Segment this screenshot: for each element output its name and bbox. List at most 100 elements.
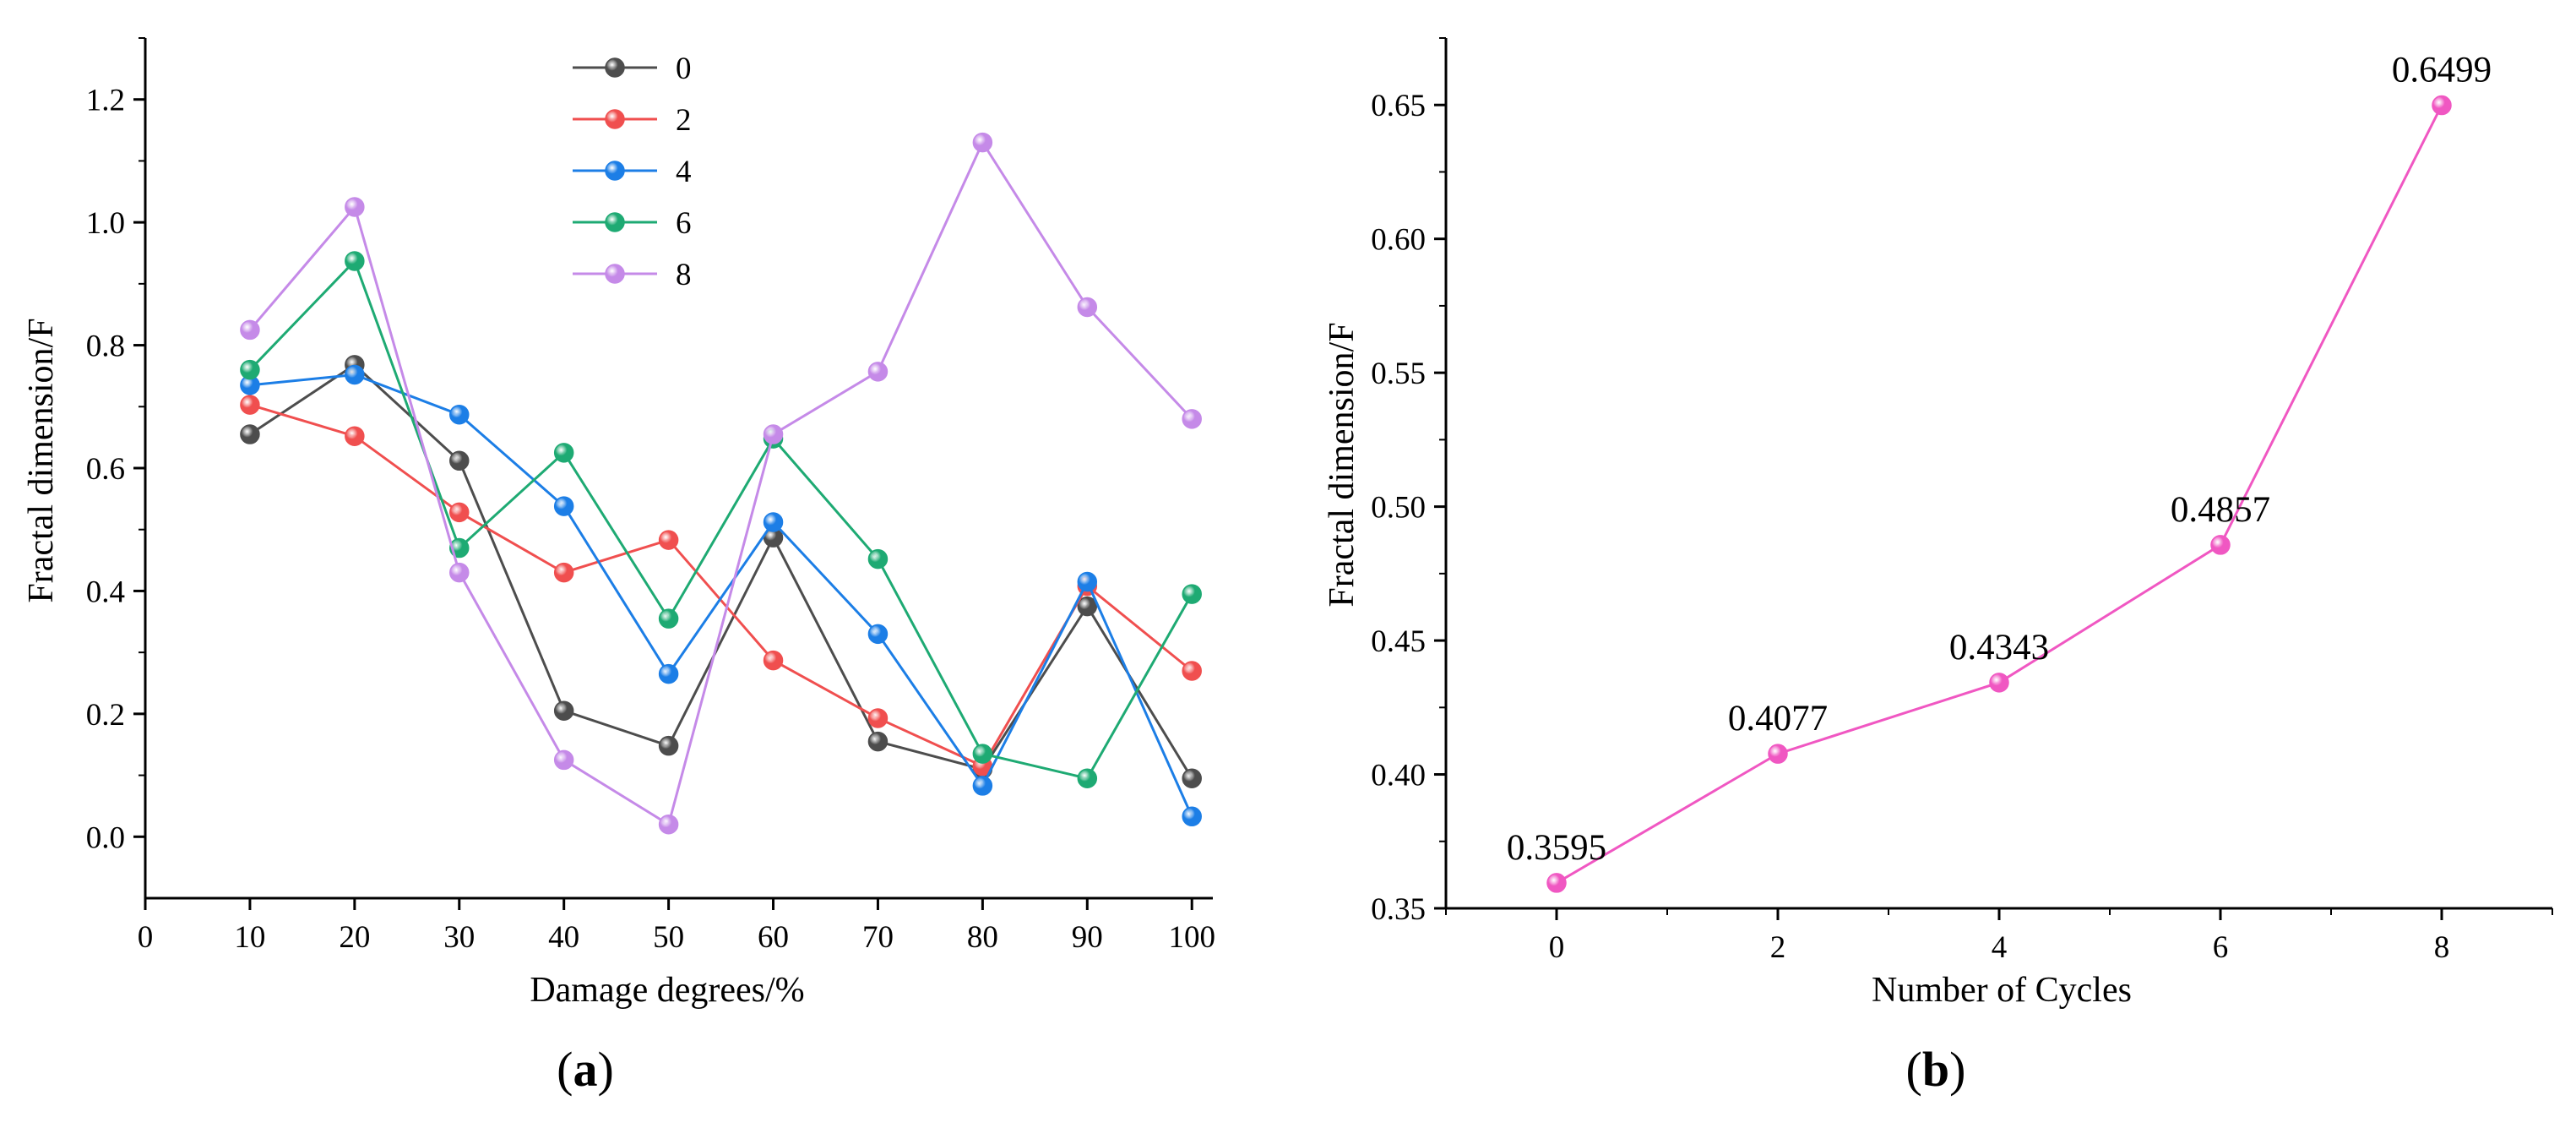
panel-b-data-label: 0.4077 — [1728, 699, 1828, 738]
panel-a-data-point — [553, 496, 574, 516]
panel-b-ytick-label: 0.45 — [1371, 624, 1426, 659]
panel-a-xtick-label: 0 — [138, 920, 154, 955]
panel-a-data-point — [449, 404, 470, 425]
panel-a-data-point — [345, 251, 365, 271]
panel-a-data-point — [972, 744, 993, 764]
panel-a-data-point — [1182, 661, 1202, 681]
panel-a-label: (a) — [557, 1042, 614, 1097]
panel-b-data-label: 0.6499 — [2392, 51, 2492, 90]
panel-a-data-point — [240, 319, 260, 341]
panel-a-legend-label: 2 — [676, 103, 692, 138]
panel-b-xtick-label: 2 — [1770, 930, 1786, 965]
panel-b-data-point — [2210, 535, 2231, 555]
panel-b-ytick-label: 0.65 — [1371, 89, 1426, 123]
panel-a-ytick-label: 0.6 — [86, 452, 125, 487]
panel-b-ytick-label: 0.55 — [1371, 357, 1426, 391]
panel-a-xtick-label: 60 — [758, 920, 789, 955]
panel-b-data-point — [1546, 873, 1567, 893]
panel-a-data-point — [658, 814, 679, 835]
panel-a-xtick-label: 20 — [339, 920, 370, 955]
panel-a-data-point — [1182, 584, 1202, 604]
panel-a-data-point — [1182, 768, 1202, 788]
panel-b-label: (b) — [1906, 1042, 1966, 1097]
panel-b-xtick-label: 8 — [2434, 930, 2450, 965]
panel-a-data-point — [345, 197, 365, 217]
panel-a-xtick-label: 40 — [548, 920, 579, 955]
panel-a-data-point — [763, 512, 784, 532]
panel-a-data-point — [658, 530, 679, 550]
panel-a-ytick-label: 0.4 — [86, 575, 125, 609]
panel-a-data-point — [972, 132, 993, 153]
panel-b-xtick-label: 0 — [1549, 930, 1565, 965]
panel-a-data-point — [1077, 596, 1098, 617]
panel-a-data-point — [867, 731, 889, 752]
panel-a-data-point — [1077, 768, 1098, 788]
panel-b-series-line-Fractal-dimension — [1556, 104, 2443, 885]
panel-a-xtick-label: 50 — [653, 920, 684, 955]
panel-a-ytick-label: 1.2 — [86, 84, 125, 118]
panel-a-data-point — [867, 708, 889, 728]
panel-a-xtick-label: 30 — [443, 920, 475, 955]
panel-a-legend-label: 6 — [676, 206, 692, 241]
panel-b-data-point — [2432, 95, 2452, 116]
panel-a-data-point — [763, 424, 784, 444]
panel-a-xtick-label: 90 — [1072, 920, 1103, 955]
panel-a-ytick-label: 0.8 — [86, 330, 125, 364]
panel-a-xtick-label: 80 — [967, 920, 998, 955]
panel-a-data-point — [1182, 409, 1202, 429]
panel-b: Fractal dimension/F Number of Cycles (b)… — [1323, 37, 2553, 1097]
panel-a-series-line-4 — [249, 373, 1193, 817]
panel-a-data-point — [972, 776, 993, 796]
panel-b-ytick-label: 0.50 — [1371, 491, 1426, 526]
panel-a-data-point — [553, 749, 574, 771]
panel-a-data-point — [240, 424, 260, 444]
panel-a-data-point — [1077, 571, 1098, 592]
panel-a-series-line-2 — [249, 403, 1193, 768]
panel-a-data-point — [449, 450, 470, 471]
panel-b-xlabel: Number of Cycles — [1872, 971, 2132, 1010]
panel-a-xtick-label: 10 — [234, 920, 265, 955]
panel-b-data-label: 0.4857 — [2171, 490, 2270, 530]
panel-a-data-point — [240, 359, 260, 380]
panel-a-series-line-0 — [249, 362, 1193, 779]
panel-b-data-label: 0.4343 — [1949, 628, 2049, 668]
panel-a-data-point — [449, 502, 470, 523]
panel-a-series-line-8 — [248, 139, 1193, 827]
panel-b-data-label: 0.3595 — [1507, 828, 1606, 868]
panel-a-data-point — [1182, 806, 1202, 827]
panel-a-ytick-label: 0.2 — [86, 698, 125, 733]
panel-a-xlabel: Damage degrees/% — [530, 971, 804, 1010]
panel-a-data-point — [553, 443, 574, 463]
panel-a-ytick-label: 0.0 — [86, 820, 125, 855]
panel-a-legend-marker — [605, 161, 625, 181]
panel-b-ytick-label: 0.40 — [1371, 759, 1426, 793]
panel-a-data-point — [658, 663, 679, 684]
panel-a-data-point — [345, 426, 365, 446]
panel-b-xtick-label: 4 — [1992, 930, 2008, 965]
panel-a-data-point — [867, 548, 889, 569]
panel-b-ytick-label: 0.35 — [1371, 892, 1426, 927]
panel-a-series-line-6 — [248, 259, 1193, 780]
panel-a-ytick-label: 1.0 — [86, 206, 125, 241]
panel-a-data-point — [1077, 297, 1098, 318]
panel-a-data-point — [867, 624, 889, 645]
panel-b-data-point — [1989, 673, 2009, 693]
panel-a-data-point — [449, 562, 470, 583]
panel-a-legend-label: 4 — [676, 155, 692, 189]
panel-b-data-point — [1768, 744, 1788, 764]
panel-a-data-point — [763, 650, 784, 671]
panel-a-legend-label: 0 — [676, 52, 692, 86]
panel-a-xtick-label: 70 — [862, 920, 894, 955]
panel-a-data-point — [658, 735, 679, 756]
panel-a-data-point — [240, 395, 260, 415]
panel-b-ytick-label: 0.60 — [1371, 223, 1426, 258]
panel-a-data-point — [867, 362, 889, 382]
panel-a-data-point — [553, 700, 574, 721]
panel-b-xtick-label: 6 — [2213, 930, 2229, 965]
panel-a-legend-marker — [605, 109, 625, 129]
panel-a-legend-marker — [605, 264, 625, 284]
panel-a-legend-label: 8 — [676, 258, 692, 292]
panel-a-data-point — [658, 608, 679, 629]
panel-a-data-point — [553, 562, 574, 583]
